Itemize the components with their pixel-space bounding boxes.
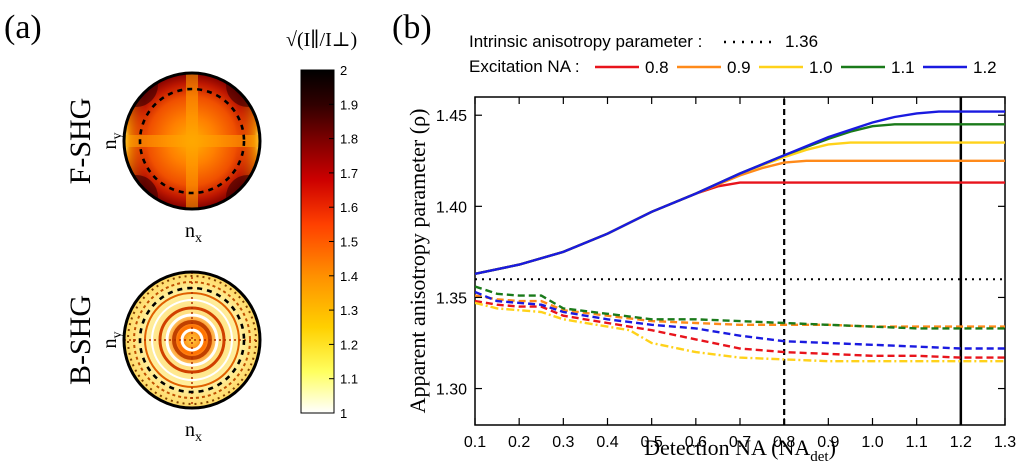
legend-entry-label: 0.9 <box>727 58 751 77</box>
legend-entries: 0.8 0.9 1.0 1.1 1.2 <box>595 58 997 77</box>
y-tick-label: 1.30 <box>436 382 467 399</box>
colorbar-tick-label: 1.1 <box>340 372 358 387</box>
b-shg-series-1.1 <box>475 285 1005 330</box>
b-shg-ring-5 <box>151 299 233 381</box>
x-tick-label: 0.5 <box>641 434 663 451</box>
f-shg-x-label: nx <box>185 220 202 246</box>
f-shg-series-0.8 <box>475 181 1005 275</box>
panel-a: (a) F-SHG ny nx <box>4 9 358 445</box>
x-tick-label: 1.1 <box>906 434 928 451</box>
x-tick-label: 0.1 <box>464 434 486 451</box>
legend-intrinsic-value: 1.36 <box>785 32 818 51</box>
colorbar-tick-label: 1.3 <box>340 303 358 318</box>
x-tick-label: 1.2 <box>950 434 972 451</box>
x-tick-label: 0.6 <box>685 434 707 451</box>
b-shg-series-1.2 <box>475 290 1005 350</box>
x-tick-label: 1.0 <box>861 434 883 451</box>
colorbar-tick-label: 2 <box>340 63 347 78</box>
colorbar: √(I∥/I⊥) 1 1.1 1.2 1.3 1.4 1.5 1.6 1.7 1.8 1.9 2 <box>286 29 358 421</box>
colorbar-tick-label: 1.9 <box>340 97 358 112</box>
plot-area <box>475 97 1005 425</box>
y-tick-label: 1.35 <box>436 290 467 307</box>
b-shg-ring-3 <box>165 313 219 367</box>
colorbar-ticks: 1 1.1 1.2 1.3 1.4 1.5 1.6 1.7 1.8 1.9 2 <box>329 63 358 421</box>
x-axis-label: Detection NA (NAdet) <box>644 435 836 465</box>
y-axis-label: Apparent anisotropy parameter (ρ) <box>405 109 430 414</box>
b-shg-x-label: nx <box>185 419 202 445</box>
f-shg-outline <box>122 71 262 211</box>
b-shg-outline <box>122 270 262 410</box>
f-shg-y-label: ny <box>99 133 125 150</box>
b-shg-disk <box>124 272 260 408</box>
colorbar-tick-label: 1.6 <box>340 200 358 215</box>
f-shg-na-circle <box>138 87 246 195</box>
x-tick-label: 0.3 <box>552 434 574 451</box>
colorbar-tick-label: 1.8 <box>340 132 358 147</box>
b-shg-ring-1 <box>180 328 204 352</box>
panel-a-label: (a) <box>4 9 42 46</box>
x-tick-label: 0.8 <box>773 434 795 451</box>
legend-intrinsic-label: Intrinsic anisotropy parameter : <box>469 32 702 51</box>
b-shg-y-label: ny <box>99 332 125 349</box>
legend-entry-label: 0.8 <box>645 58 669 77</box>
f-shg-horizontal-band <box>124 135 260 147</box>
f-shg-series-1.1 <box>475 123 1005 275</box>
panel-b: (b) Intrinsic anisotropy parameter : 1.3… <box>392 9 1016 465</box>
x-tick-label: 0.9 <box>817 434 839 451</box>
b-shg-series-0.8 <box>475 299 1005 359</box>
b-shg-map: B-SHG ny nx <box>64 270 262 445</box>
colorbar-tick-label: 1.4 <box>340 269 358 284</box>
x-tick-label: 0.7 <box>729 434 751 451</box>
f-shg-series-1.2 <box>475 110 1005 275</box>
legend-excitation-label: Excitation NA : <box>469 57 580 76</box>
x-tick-label: 0.2 <box>508 434 530 451</box>
x-tick-label: 1.3 <box>994 434 1016 451</box>
legend-entry-label: 1.1 <box>891 58 915 77</box>
f-shg-series-0.9 <box>475 159 1005 275</box>
y-tick-label: 1.40 <box>436 199 467 216</box>
panel-b-label: (b) <box>392 9 432 46</box>
f-shg-row-label: F-SHG <box>64 98 97 185</box>
colorbar-title: √(I∥/I⊥) <box>286 29 357 51</box>
b-shg-series-1.0 <box>475 301 1005 363</box>
legend: Intrinsic anisotropy parameter : 1.36 Ex… <box>469 32 997 77</box>
colorbar-tick-label: 1.7 <box>340 166 358 181</box>
legend-entry-label: 1.2 <box>973 58 997 77</box>
b-shg-na-circle <box>138 286 246 394</box>
b-shg-row-label: B-SHG <box>64 295 97 385</box>
axis-ticks: 0.1 0.2 0.3 0.4 0.5 0.6 0.7 0.8 0.9 1.0 1.1 1.2 1.3 1… <box>436 97 1016 451</box>
y-tick-label: 1.45 <box>436 108 467 125</box>
colorbar-tick-label: 1.5 <box>340 235 358 250</box>
plot-frame <box>474 96 1006 426</box>
legend-entry-label: 1.0 <box>809 58 833 77</box>
colorbar-tick-label: 1.2 <box>340 337 358 352</box>
colorbar-tick-label: 1 <box>340 406 347 421</box>
f-shg-map: F-SHG ny nx <box>64 71 262 246</box>
x-tick-label: 0.4 <box>596 434 618 451</box>
